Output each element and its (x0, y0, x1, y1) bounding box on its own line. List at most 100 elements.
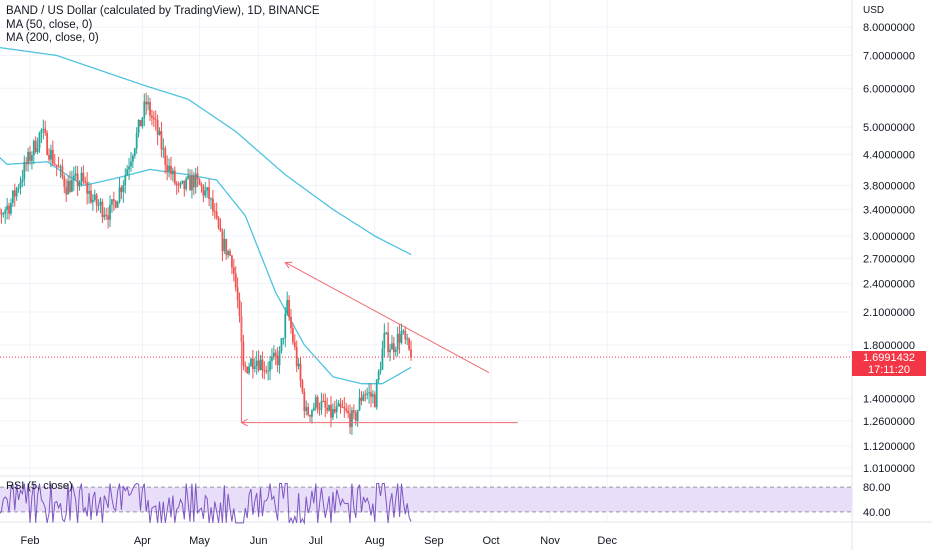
candle-body (377, 371, 380, 381)
candle (335, 399, 338, 419)
candle-body (107, 215, 110, 220)
candle (145, 92, 148, 115)
candle-body (373, 394, 376, 408)
candle (78, 180, 81, 191)
candle (410, 340, 412, 361)
candle-body (177, 185, 180, 187)
trend-drawings[interactable] (0, 261, 852, 427)
candle-body (141, 117, 144, 127)
candle (244, 361, 247, 373)
candle-body (164, 148, 167, 165)
candle-body (333, 409, 336, 413)
candle-body (272, 352, 275, 357)
candle (118, 177, 121, 204)
candle (211, 189, 214, 216)
candle-body (65, 187, 68, 195)
candle (215, 202, 218, 220)
candle-body (131, 155, 134, 162)
candle (375, 378, 378, 410)
candle-body (84, 181, 87, 183)
candle-body (114, 201, 117, 208)
candle (152, 110, 155, 128)
rsi-pane (0, 482, 852, 525)
time-tick-label: Jun (250, 535, 268, 547)
ma50-legend[interactable]: MA (50, close, 0) (6, 19, 93, 31)
time-axis[interactable]: Feb Apr May Jun Jul Aug Sep Oct Nov Dec (21, 535, 618, 547)
candle-body (248, 366, 250, 374)
candle (126, 165, 129, 176)
candle (253, 357, 256, 373)
candle-body (408, 338, 410, 350)
candle (27, 147, 29, 172)
candle (55, 164, 58, 177)
ma200-legend[interactable]: MA (200, close, 0) (6, 32, 99, 44)
candle-body (162, 148, 165, 150)
candle (2, 211, 5, 218)
candle-body (76, 173, 79, 187)
candle (162, 138, 165, 159)
candle (208, 179, 210, 207)
candle (257, 350, 260, 373)
candle (67, 175, 69, 195)
candle-body (244, 365, 247, 367)
candle (358, 388, 361, 412)
candle-body (316, 397, 319, 409)
candle-body (53, 163, 56, 165)
candle-body (339, 403, 342, 407)
candle-body (29, 151, 31, 161)
candle-body (391, 343, 393, 350)
candle-body (276, 355, 279, 366)
candle-body (122, 185, 125, 192)
candle (149, 97, 151, 121)
candle (93, 189, 96, 202)
candle-body (221, 231, 224, 252)
candle-body (23, 162, 26, 180)
candle (97, 199, 100, 211)
candle (189, 169, 191, 191)
candle (293, 334, 296, 351)
candle-body (204, 190, 207, 196)
candle (320, 392, 323, 415)
candle-body (301, 380, 304, 392)
candle (318, 402, 321, 416)
price-tick-label: 1.2600000 (863, 416, 915, 428)
candle (291, 322, 294, 345)
candle-body (297, 363, 300, 367)
candle (51, 140, 54, 166)
candle (408, 337, 410, 352)
candle-body (2, 213, 5, 215)
candle (202, 184, 205, 203)
candle (248, 362, 250, 376)
candle (326, 397, 329, 414)
candle-body (63, 176, 66, 188)
candle-body (82, 172, 85, 182)
candle (171, 167, 174, 182)
candle (290, 308, 292, 334)
candle-body (112, 199, 115, 202)
rsi-legend[interactable]: RSI (5, close) (6, 480, 73, 492)
candle (396, 326, 399, 357)
candle-body (105, 214, 108, 216)
candle (387, 322, 390, 358)
price-axis[interactable]: USD 8.0000000 7.0000000 6.0000000 5.0000000 4… (863, 5, 915, 519)
candle-body (259, 359, 262, 371)
candle-body (331, 409, 334, 418)
candle (389, 344, 391, 362)
candle (36, 137, 39, 155)
candle (368, 382, 370, 404)
candle (53, 154, 56, 166)
candle-body (246, 366, 249, 374)
candle (251, 349, 254, 379)
candle-body (326, 407, 329, 411)
candle (227, 249, 230, 259)
candle (267, 361, 270, 381)
candle (13, 183, 16, 207)
candle-body (242, 341, 245, 366)
candle (238, 292, 241, 323)
candle-body (126, 169, 129, 176)
candle (164, 145, 167, 174)
candle-body (225, 238, 228, 255)
candle-body (147, 102, 150, 105)
candle-body (67, 180, 69, 195)
